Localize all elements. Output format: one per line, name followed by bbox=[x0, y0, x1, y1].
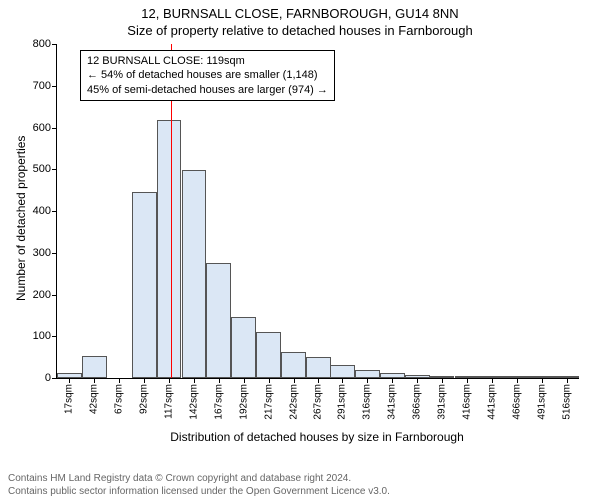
x-tick-label: 316sqm bbox=[362, 384, 373, 420]
x-tick-label: 92sqm bbox=[139, 384, 150, 414]
footer-line-2: Contains public sector information licen… bbox=[8, 485, 390, 498]
histogram-bar bbox=[330, 365, 355, 378]
histogram-bar bbox=[256, 332, 281, 378]
x-tick-label: 142sqm bbox=[188, 384, 199, 420]
histogram-bar bbox=[157, 120, 182, 378]
x-tick-label: 217sqm bbox=[263, 384, 274, 420]
histogram-bar bbox=[82, 356, 107, 378]
annotation-box: 12 BURNSALL CLOSE: 119sqm ← 54% of detac… bbox=[80, 50, 335, 101]
x-tick-label: 491sqm bbox=[536, 384, 547, 420]
x-tick-label: 366sqm bbox=[412, 384, 423, 420]
histogram-bar bbox=[231, 317, 256, 378]
x-tick-label: 117sqm bbox=[164, 384, 175, 419]
annot-line-1: 12 BURNSALL CLOSE: 119sqm bbox=[87, 54, 328, 68]
x-tick-label: 17sqm bbox=[64, 384, 75, 414]
x-tick-label: 291sqm bbox=[337, 384, 348, 420]
x-tick-label: 391sqm bbox=[437, 384, 448, 420]
histogram-bar bbox=[306, 357, 331, 378]
footer-attribution: Contains HM Land Registry data © Crown c… bbox=[8, 472, 390, 498]
x-tick-label: 242sqm bbox=[288, 384, 299, 420]
histogram-bar bbox=[132, 192, 157, 378]
x-axis-label: Distribution of detached houses by size … bbox=[56, 430, 578, 444]
y-tick-label: 800 bbox=[21, 38, 51, 50]
chart-subtitle: Size of property relative to detached ho… bbox=[0, 21, 600, 38]
x-tick-label: 267sqm bbox=[313, 384, 324, 420]
y-tick-label: 600 bbox=[21, 122, 51, 134]
histogram-bar bbox=[182, 170, 207, 378]
x-tick-label: 441sqm bbox=[486, 384, 497, 420]
x-tick-label: 416sqm bbox=[461, 384, 472, 420]
annot-line-2: ← 54% of detached houses are smaller (1,… bbox=[87, 68, 328, 82]
x-tick-label: 192sqm bbox=[238, 384, 249, 420]
histogram-bar bbox=[206, 263, 231, 378]
histogram-bar bbox=[281, 352, 306, 378]
x-tick-label: 516sqm bbox=[561, 384, 572, 420]
x-tick-label: 466sqm bbox=[511, 384, 522, 420]
footer-line-1: Contains HM Land Registry data © Crown c… bbox=[8, 472, 390, 485]
y-axis-label: Number of detached properties bbox=[14, 136, 28, 301]
x-tick-label: 341sqm bbox=[387, 384, 398, 420]
address-title: 12, BURNSALL CLOSE, FARNBOROUGH, GU14 8N… bbox=[0, 0, 600, 21]
chart-container: 12, BURNSALL CLOSE, FARNBOROUGH, GU14 8N… bbox=[0, 0, 600, 500]
histogram-bar bbox=[355, 370, 380, 378]
y-tick-label: 700 bbox=[21, 80, 51, 92]
y-tick-label: 100 bbox=[21, 330, 51, 342]
annot-line-3: 45% of semi-detached houses are larger (… bbox=[87, 83, 328, 97]
x-tick-label: 167sqm bbox=[213, 384, 224, 420]
y-tick-label: 0 bbox=[21, 372, 51, 384]
x-tick-label: 67sqm bbox=[114, 384, 125, 414]
x-tick-label: 42sqm bbox=[89, 384, 100, 414]
